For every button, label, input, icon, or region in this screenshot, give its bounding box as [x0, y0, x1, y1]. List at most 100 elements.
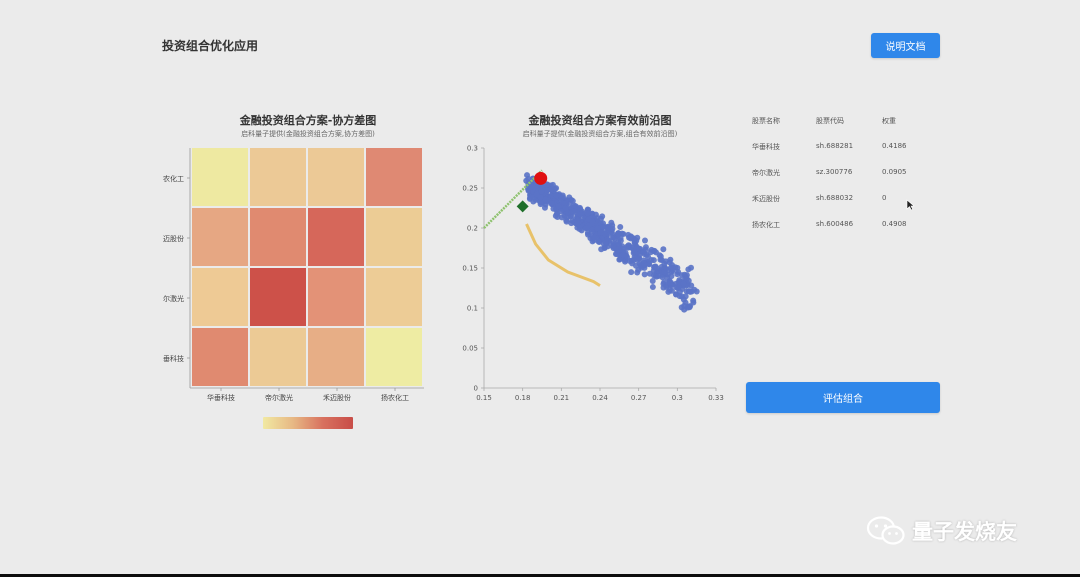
portfolio-point	[604, 236, 611, 243]
portfolio-point	[669, 264, 676, 271]
portfolio-point	[566, 199, 573, 206]
frontier-x-tick-label: 0.27	[631, 394, 647, 402]
portfolio-point	[536, 187, 543, 194]
portfolio-point	[675, 284, 682, 291]
heatmap-cell	[192, 148, 248, 206]
frontier-y-tick-label: 0.15	[462, 265, 478, 273]
portfolio-point	[562, 207, 569, 214]
portfolio-point	[623, 252, 630, 259]
portfolio-point	[673, 291, 680, 298]
portfolio-point	[606, 224, 613, 231]
portfolio-point	[539, 194, 546, 201]
portfolio-point	[651, 263, 658, 270]
portfolio-point	[646, 270, 653, 277]
portfolio-point	[600, 220, 607, 227]
heatmap-cell	[308, 208, 364, 266]
efficient-frontier-line	[525, 223, 601, 287]
portfolio-point	[530, 198, 537, 205]
portfolio-point	[570, 206, 577, 213]
portfolio-point	[617, 256, 624, 263]
portfolio-point	[560, 197, 567, 204]
portfolio-point	[594, 225, 601, 232]
portfolio-point	[558, 203, 565, 210]
portfolio-point	[679, 272, 686, 279]
heatmap-row-label: 农化工	[163, 174, 184, 183]
portfolio-point	[534, 194, 541, 201]
portfolio-point	[655, 273, 662, 280]
stock-weight: 0.4908	[882, 220, 907, 228]
portfolio-point	[673, 284, 680, 291]
stock-code: sh.688032	[816, 194, 854, 202]
portfolio-point	[530, 184, 537, 191]
portfolio-point	[562, 205, 569, 212]
portfolio-point	[553, 185, 560, 192]
portfolio-point	[648, 256, 655, 263]
portfolio-point	[609, 234, 616, 241]
portfolio-point	[690, 299, 697, 306]
portfolio-point	[534, 177, 541, 184]
portfolio-point	[630, 256, 637, 263]
portfolio-point	[584, 210, 591, 217]
portfolio-point	[661, 260, 668, 267]
portfolio-point	[631, 238, 638, 245]
portfolio-point	[681, 271, 688, 278]
portfolio-point	[589, 214, 596, 221]
portfolio-point	[534, 180, 541, 187]
portfolio-point	[632, 262, 639, 269]
portfolio-point	[617, 254, 624, 261]
portfolio-point	[543, 198, 550, 205]
portfolio-point	[576, 211, 583, 218]
portfolio-point	[612, 244, 619, 251]
portfolio-point	[597, 237, 604, 244]
portfolio-point	[610, 245, 617, 252]
portfolio-point	[688, 288, 695, 295]
portfolio-point	[591, 215, 598, 222]
portfolio-point	[615, 246, 622, 253]
portfolio-point	[526, 186, 533, 193]
portfolio-point	[668, 282, 675, 289]
portfolio-point	[597, 220, 604, 227]
portfolio-point	[599, 228, 606, 235]
portfolio-point	[603, 239, 610, 246]
portfolio-point	[582, 224, 589, 231]
portfolio-point	[642, 244, 649, 251]
table-row: 扬农化工 sh.600486 0.4908	[752, 220, 922, 246]
portfolio-point	[645, 258, 652, 265]
portfolio-point	[615, 238, 622, 245]
portfolio-point	[679, 285, 686, 292]
portfolio-point	[550, 200, 557, 207]
portfolio-point	[569, 208, 576, 215]
portfolio-point	[552, 198, 559, 205]
portfolio-point	[537, 194, 544, 201]
portfolio-point	[554, 214, 561, 221]
portfolio-point	[608, 219, 615, 226]
portfolio-point	[551, 186, 558, 193]
heatmap-cell	[366, 148, 422, 206]
portfolio-point	[533, 182, 540, 189]
portfolio-point	[589, 232, 596, 239]
portfolio-point	[668, 287, 675, 294]
portfolio-point	[668, 268, 675, 275]
portfolio-point	[589, 218, 596, 225]
portfolio-point	[542, 196, 549, 203]
portfolio-point	[588, 220, 595, 227]
portfolio-point	[678, 293, 685, 300]
portfolio-point	[603, 237, 610, 244]
portfolio-point	[526, 195, 533, 202]
portfolio-point	[617, 247, 624, 254]
portfolio-point	[584, 218, 591, 225]
heatmap-col-label: 扬农化工	[381, 393, 409, 402]
portfolio-point	[542, 190, 549, 197]
portfolio-point	[562, 203, 569, 210]
portfolio-point	[552, 205, 559, 212]
frontier-x-tick-label: 0.15	[476, 394, 492, 402]
evaluate-button[interactable]: 评估组合	[746, 382, 940, 413]
portfolio-point	[680, 282, 687, 289]
portfolio-point	[530, 193, 537, 200]
stock-name: 扬农化工	[752, 221, 780, 229]
portfolio-point	[602, 230, 609, 237]
doc-button[interactable]: 说明文档	[871, 33, 940, 58]
portfolio-point	[566, 194, 573, 201]
portfolio-point	[592, 229, 599, 236]
